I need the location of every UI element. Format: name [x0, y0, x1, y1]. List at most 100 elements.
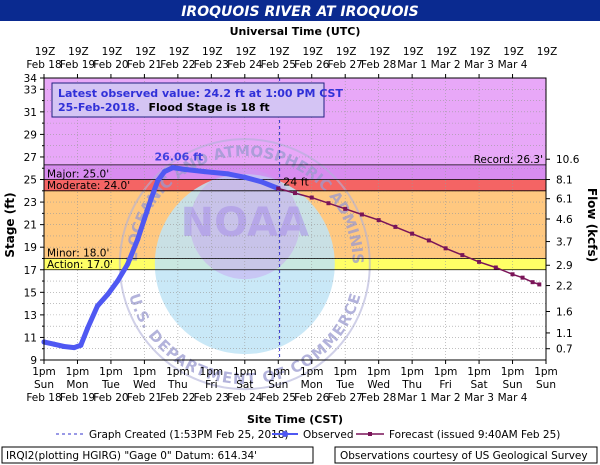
left-tick-label: 13 [24, 310, 37, 322]
bottom-tick-date: Feb 21 [127, 392, 162, 404]
top-tick-date: Mar 2 [431, 59, 461, 71]
bottom-tick-dow: Sun [268, 379, 288, 391]
top-tick-time: 19Z [436, 46, 457, 58]
observed-point [141, 216, 147, 222]
bottom-tick-date: Feb 22 [160, 392, 195, 404]
bottom-tick-date: Feb 20 [93, 392, 128, 404]
top-tick-date: Feb 26 [294, 59, 330, 71]
observed-point [105, 292, 111, 298]
stage-threshold-labels: Record: 26.3' Major: 25.0'Moderate: 24.0'… [44, 154, 546, 271]
observed-point [95, 303, 101, 309]
top-tick-date: Mar 4 [498, 59, 528, 71]
observed-point [161, 169, 167, 175]
observed-point [78, 342, 84, 348]
top-tick-date: Feb 20 [93, 59, 128, 71]
bottom-tick-dow: Sat [236, 379, 253, 391]
stage-label: Minor: 18.0' [47, 247, 109, 259]
bottom-tick-date: Feb 26 [294, 392, 330, 404]
left-tick-label: 19 [24, 242, 37, 254]
left-tick-label: 29 [24, 129, 37, 141]
observed-point [182, 166, 188, 172]
observed-point [148, 196, 154, 202]
right-tick-label: 0.7 [556, 344, 573, 356]
bottom-tick-date: Feb 18 [26, 392, 61, 404]
bottom-tick-time: 1pm [501, 366, 525, 378]
seal-outer-ring [118, 138, 371, 391]
observed-point [242, 174, 248, 180]
latest-value-date: 25-Feb-2018. [58, 101, 140, 114]
seal-bird [189, 169, 300, 280]
top-tick-time: 19Z [68, 46, 89, 58]
bottom-tick-time: 1pm [200, 366, 224, 378]
observed-point [61, 343, 67, 349]
peak-annotation: 26.06 ft [155, 151, 204, 164]
top-tick-date: Feb 22 [160, 59, 195, 71]
left-tick-label: 34 [24, 73, 38, 85]
bottom-tick-date: Feb 19 [60, 392, 95, 404]
band-moderate [44, 179, 546, 191]
top-tick-time: 19Z [135, 46, 156, 58]
top-tick-time: 19Z [102, 46, 123, 58]
left-tick-label: 17 [24, 265, 37, 277]
forecast-point [293, 191, 297, 196]
y-axis-label-right: Flow (kcfs) [585, 188, 599, 262]
top-tick-date: Feb 27 [328, 59, 363, 71]
right-tick-label: 2.2 [556, 281, 573, 293]
bottom-tick-dow: Sat [470, 379, 487, 391]
forecast-point [530, 280, 535, 285]
forecast-point [426, 238, 431, 243]
legend-created: Graph Created (1:53PM Feb 25, 2018) [89, 429, 289, 441]
forecast-point [326, 201, 331, 206]
bottom-tick-dow: Thu [401, 379, 422, 391]
observed-point [115, 278, 121, 284]
top-tick-date: Feb 18 [26, 59, 61, 71]
bottom-tick-time: 1pm [233, 366, 257, 378]
right-tick-label: 8.1 [556, 175, 573, 187]
left-tick-label: 31 [24, 107, 37, 119]
bottom-tick-dow: Mon [66, 379, 88, 391]
bottom-tick-time: 1pm [32, 366, 56, 378]
observed-point [125, 261, 131, 267]
bottom-tick-dow: Wed [133, 379, 156, 391]
bottom-tick-time: 1pm [367, 366, 391, 378]
observed-series-line [41, 165, 281, 351]
forecast-point [520, 275, 525, 280]
top-tick-date: Mar 3 [464, 59, 494, 71]
bottom-tick-dow: Sun [503, 379, 523, 391]
top-tick-date: Feb 25 [261, 59, 296, 71]
bottom-tick-time: 1pm [333, 366, 357, 378]
left-tick-label: 21 [24, 220, 37, 232]
bottom-tick-time: 1pm [467, 366, 491, 378]
observed-point [202, 169, 208, 175]
right-tick-label: 4.6 [556, 214, 573, 226]
observed-point [51, 341, 57, 347]
bottom-tick-dow: Fri [439, 379, 452, 391]
title-bar [0, 0, 600, 21]
forecast-point [309, 195, 314, 200]
legend: Graph Created (1:53PM Feb 25, 2018) Obse… [56, 429, 560, 441]
observed-point [135, 236, 141, 242]
observed-point [155, 178, 161, 184]
observed-point [71, 345, 77, 351]
bottom-tick-time: 1pm [434, 366, 458, 378]
footer-credit: Observations courtesy of US Geological S… [340, 450, 588, 462]
top-tick-time: 19Z [236, 46, 257, 58]
top-tick-time: 19Z [336, 46, 357, 58]
bottom-tick-time: 1pm [534, 366, 558, 378]
bottom-tick-date: Feb 25 [261, 392, 296, 404]
bottom-tick-date: Mar 2 [431, 392, 461, 404]
bottom-tick-time: 1pm [66, 366, 90, 378]
bottom-tick-time: 1pm [300, 366, 324, 378]
top-tick-date: Feb 23 [194, 59, 229, 71]
top-tick-time: 19Z [35, 46, 56, 58]
left-tick-label: 15 [24, 287, 37, 299]
top-axis-title: Universal Time (UTC) [230, 25, 361, 38]
legend-forecast: Forecast (issued 9:40AM Feb 25) [389, 429, 560, 441]
right-tick-label: 3.7 [556, 237, 573, 249]
stage-label: Major: 25.0' [47, 169, 109, 181]
top-tick-date: Feb 24 [227, 59, 263, 71]
top-tick-date: Feb 28 [361, 59, 396, 71]
left-tick-label: 9 [30, 355, 37, 367]
